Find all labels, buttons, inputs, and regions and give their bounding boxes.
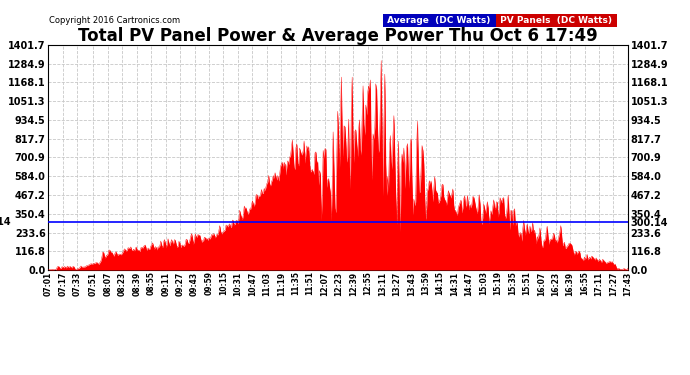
Title: Total PV Panel Power & Average Power Thu Oct 6 17:49: Total PV Panel Power & Average Power Thu… (78, 27, 598, 45)
Text: Copyright 2016 Cartronics.com: Copyright 2016 Cartronics.com (50, 16, 181, 25)
Text: Average  (DC Watts): Average (DC Watts) (384, 16, 494, 25)
Text: PV Panels  (DC Watts): PV Panels (DC Watts) (497, 16, 615, 25)
Text: +300.14: +300.14 (0, 217, 10, 227)
